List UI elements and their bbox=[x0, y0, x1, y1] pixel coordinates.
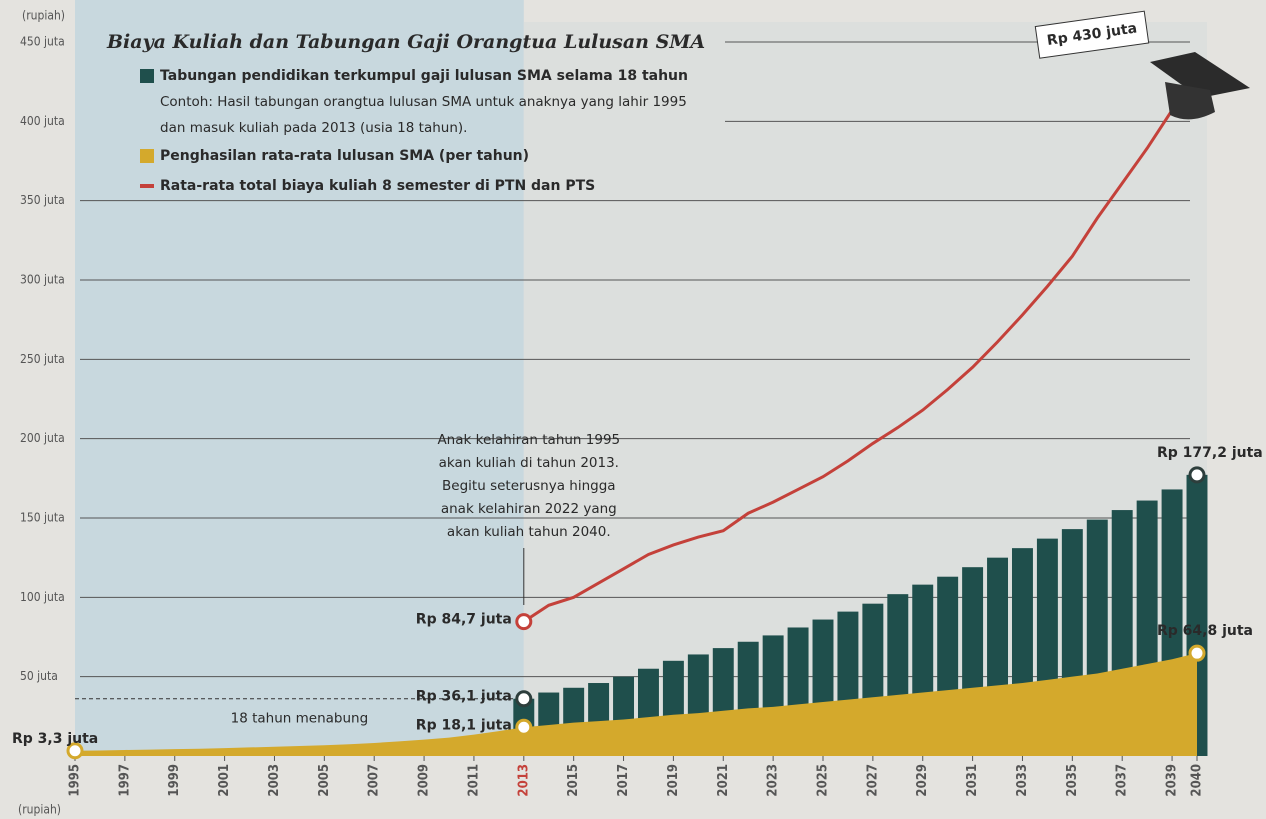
y-axis-label: (rupiah) bbox=[22, 9, 65, 23]
note-line: akan kuliah di tahun 2013. bbox=[439, 455, 619, 471]
legend-note: dan masuk kuliah pada 2013 (usia 18 tahu… bbox=[160, 120, 467, 136]
line bbox=[522, 72, 1199, 623]
y-tick-label: 50 juta bbox=[20, 669, 58, 683]
y-tick-label: 350 juta bbox=[20, 193, 65, 207]
x-tick-label: 2001 bbox=[217, 764, 232, 797]
legend-swatch bbox=[140, 149, 154, 163]
legend-note: Contoh: Hasil tabungan orangtua lulusan … bbox=[160, 94, 687, 110]
x-tick-label: 2027 bbox=[865, 764, 880, 797]
x-tick-label: 2029 bbox=[915, 764, 930, 797]
legend-label: Penghasilan rata-rata lulusan SMA (per t… bbox=[160, 148, 529, 164]
value-label: Rp 64,8 juta bbox=[1157, 623, 1253, 639]
x-tick-label: 2040 bbox=[1190, 764, 1205, 797]
x-tick-label: 2035 bbox=[1065, 764, 1080, 797]
x-tick-label: 2011 bbox=[466, 764, 481, 797]
note-line: Anak kelahiran tahun 1995 bbox=[437, 432, 620, 448]
x-tick-label: 1999 bbox=[167, 764, 182, 797]
legend-swatch bbox=[140, 69, 154, 83]
y-tick-label: 150 juta bbox=[20, 511, 65, 525]
value-label: Rp 36,1 juta bbox=[416, 689, 512, 705]
y-tick-label: 400 juta bbox=[20, 114, 65, 128]
cap-base bbox=[1165, 82, 1215, 120]
x-tick-label: 2015 bbox=[566, 764, 581, 797]
x-tick-label: 2031 bbox=[965, 764, 980, 797]
x-tick-label: 2005 bbox=[317, 764, 332, 797]
legend-label: Rata-rata total biaya kuliah 8 semester … bbox=[160, 178, 595, 194]
legend-swatch bbox=[140, 184, 154, 188]
value-label: Rp 177,2 juta bbox=[1157, 445, 1263, 461]
point-marker bbox=[515, 613, 533, 631]
x-tick-label: 2003 bbox=[267, 764, 282, 797]
label-tag bbox=[1034, 10, 1150, 59]
x-tick-label: 1995 bbox=[68, 764, 83, 797]
y-tick-label: 100 juta bbox=[20, 590, 65, 604]
value-label: Rp 84,7 juta bbox=[416, 612, 512, 628]
x-tick-label: 2007 bbox=[367, 764, 382, 797]
x-tick-label: 2009 bbox=[417, 764, 432, 797]
past-region bbox=[75, 0, 524, 756]
area bbox=[75, 653, 1197, 756]
note-line: akan kuliah tahun 2040. bbox=[447, 524, 611, 540]
x-tick-label: 1997 bbox=[117, 764, 132, 797]
x-tick-label: 2039 bbox=[1165, 764, 1180, 797]
x-tick-label: 2033 bbox=[1015, 764, 1030, 797]
chart-title: Biaya Kuliah dan Tabungan Gaji Orangtua … bbox=[106, 31, 705, 53]
x-tick-label: 2021 bbox=[716, 764, 731, 797]
y-tick-label: 200 juta bbox=[20, 431, 65, 445]
y-tick-label: 300 juta bbox=[20, 273, 65, 287]
x-tick-label: 2017 bbox=[616, 764, 631, 797]
point-marker bbox=[515, 690, 533, 708]
cap bbox=[1150, 52, 1250, 98]
x-tick-label: 2037 bbox=[1115, 764, 1130, 797]
legend-label: Tabungan pendidikan terkumpul gaji lulus… bbox=[160, 68, 688, 84]
point-marker bbox=[1188, 644, 1206, 662]
note-line: Begitu seterusnya hingga bbox=[442, 478, 616, 494]
x-tick-label: 2023 bbox=[766, 764, 781, 797]
value-label: Rp 3,3 juta bbox=[12, 731, 98, 747]
annotation: 18 tahun menabung bbox=[231, 711, 369, 727]
y-tick-label: 250 juta bbox=[20, 352, 65, 366]
y-tick-label: 450 juta bbox=[20, 35, 65, 49]
note-line: anak kelahiran 2022 yang bbox=[441, 501, 617, 517]
point-marker bbox=[1188, 466, 1206, 484]
point-marker bbox=[515, 718, 533, 736]
x-tick-label: 2025 bbox=[816, 764, 831, 797]
value-label: Rp 18,1 juta bbox=[416, 717, 512, 733]
x-tick-label: 2019 bbox=[666, 764, 681, 797]
y-axis-label-bottom: (rupiah) bbox=[18, 803, 61, 817]
x-tick-label: 2013 bbox=[516, 764, 531, 797]
point-marker bbox=[66, 742, 84, 760]
